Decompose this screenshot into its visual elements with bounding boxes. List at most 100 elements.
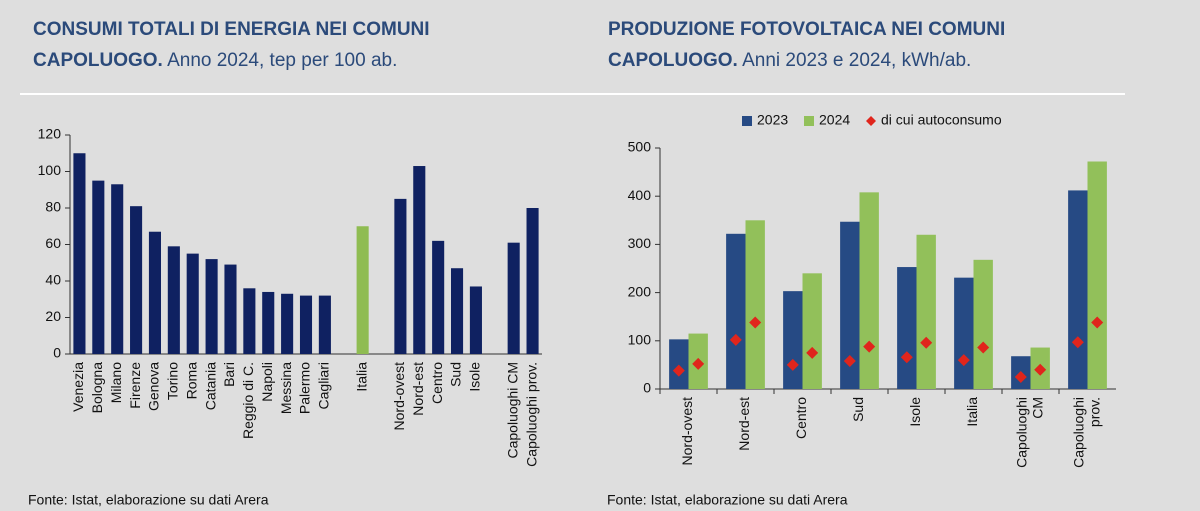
- chart-subtitle: Anno 2024, tep per 100 ab.: [167, 50, 398, 71]
- x-tick-label: Capoluoghi prov.: [523, 362, 539, 467]
- y-tick-label: 100: [628, 332, 652, 348]
- bar: [783, 291, 803, 389]
- x-tick-label: Isole: [467, 362, 483, 392]
- bar: [526, 208, 539, 354]
- bar: [1087, 161, 1107, 389]
- bar: [745, 220, 765, 389]
- diamond-marker: [900, 351, 913, 364]
- legend-label: 2023: [757, 112, 788, 128]
- bar: [1068, 190, 1088, 389]
- title-block: PRODUZIONE FOTOVOLTAICA NEI COMUNI CAPOL…: [608, 14, 1058, 76]
- diamond-marker: [1034, 363, 1047, 376]
- y-tick-label: 400: [628, 187, 652, 203]
- diamond-marker: [729, 333, 742, 346]
- bar: [432, 240, 445, 354]
- x-tick-label: Napoli: [259, 362, 275, 402]
- bar: [186, 253, 199, 354]
- bar: [897, 267, 917, 389]
- x-tick-label: Capoluoghiprov.: [1070, 397, 1102, 468]
- bar: [394, 198, 407, 354]
- legend-marker: [742, 116, 752, 126]
- diamond-marker: [786, 358, 799, 371]
- y-tick-label: 80: [45, 199, 61, 215]
- bar: [92, 180, 105, 354]
- bar: [726, 233, 746, 389]
- x-tick-label: Palermo: [297, 362, 313, 414]
- y-tick-label: 60: [45, 235, 61, 251]
- legend-marker: [804, 116, 814, 126]
- y-tick-label: 120: [38, 126, 62, 142]
- bar: [73, 153, 86, 354]
- diamond-marker: [1091, 316, 1104, 329]
- x-tick-label: Nord-est: [410, 362, 426, 416]
- title-block: CONSUMI TOTALI DI ENERGIA NEI COMUNI CAP…: [33, 14, 483, 76]
- diamond-marker: [692, 357, 705, 370]
- diamond-marker: [1014, 370, 1027, 383]
- y-tick-label: 300: [628, 235, 652, 251]
- chart-subtitle: Anni 2023 e 2024, kWh/ab.: [742, 50, 972, 71]
- bar: [356, 226, 369, 354]
- x-tick-label: CapoluoghiCM: [1013, 397, 1045, 468]
- bar: [111, 184, 124, 354]
- x-tick-label: Nord-ovest: [391, 362, 407, 431]
- diamond-marker: [672, 364, 685, 377]
- bar: [469, 286, 482, 354]
- bar: [281, 293, 294, 354]
- legend-marker: [866, 116, 876, 126]
- legend-label: di cui autoconsumo: [881, 112, 1002, 128]
- bar: [243, 288, 256, 354]
- diamond-marker: [1071, 336, 1084, 349]
- bar: [802, 273, 822, 389]
- bar: [859, 192, 879, 389]
- diamond-marker: [977, 341, 990, 354]
- diamond-marker: [863, 340, 876, 353]
- bar: [167, 246, 180, 354]
- x-tick-label: Reggio di C.: [240, 362, 256, 439]
- y-tick-label: 0: [643, 380, 651, 396]
- source-note: Fonte: Istat, elaborazione su dati Arera: [607, 492, 848, 508]
- x-tick-label: Nord-ovest: [679, 397, 695, 466]
- diamond-marker: [806, 346, 819, 359]
- bar: [954, 277, 974, 389]
- bar: [450, 268, 464, 354]
- bar: [224, 264, 237, 354]
- x-tick-label: Bologna: [89, 362, 105, 414]
- chart-title: PRODUZIONE FOTOVOLTAICA NEI COMUNI CAPOL…: [608, 19, 1006, 71]
- bar: [148, 231, 162, 354]
- y-tick-label: 500: [628, 139, 652, 155]
- x-tick-label: Centro: [429, 362, 445, 404]
- bar: [205, 259, 218, 354]
- x-tick-label: Firenze: [127, 362, 143, 409]
- diamond-marker: [957, 354, 970, 367]
- x-tick-label: Cagliari: [316, 362, 332, 409]
- x-tick-label: Nord-est: [736, 397, 752, 451]
- x-tick-label: Torino: [165, 362, 181, 400]
- bar: [669, 339, 689, 389]
- x-tick-label: Venezia: [70, 362, 86, 412]
- y-tick-label: 100: [38, 162, 62, 178]
- x-tick-label: Bari: [221, 362, 237, 387]
- x-tick-label: Italia: [353, 362, 369, 392]
- x-tick-label: Genova: [146, 362, 162, 411]
- source-note: Fonte: Istat, elaborazione su dati Arera: [28, 492, 269, 508]
- bar: [299, 295, 313, 354]
- x-tick-label: Sud: [850, 397, 866, 422]
- legend-label: 2024: [819, 112, 850, 128]
- y-tick-label: 0: [53, 345, 61, 361]
- y-tick-label: 20: [45, 308, 61, 324]
- bar: [130, 206, 143, 354]
- x-tick-label: Sud: [448, 362, 464, 387]
- x-tick-label: Italia: [964, 397, 980, 427]
- x-tick-label: Messina: [278, 362, 294, 414]
- x-tick-label: Catania: [202, 362, 218, 410]
- bar: [262, 291, 275, 354]
- bar: [840, 221, 860, 389]
- chart-title: CONSUMI TOTALI DI ENERGIA NEI COMUNI CAP…: [33, 19, 430, 71]
- bar: [507, 242, 520, 354]
- x-tick-label: Milano: [108, 362, 124, 403]
- bar: [973, 259, 993, 389]
- x-tick-label: Centro: [793, 397, 809, 439]
- diamond-marker: [920, 336, 933, 349]
